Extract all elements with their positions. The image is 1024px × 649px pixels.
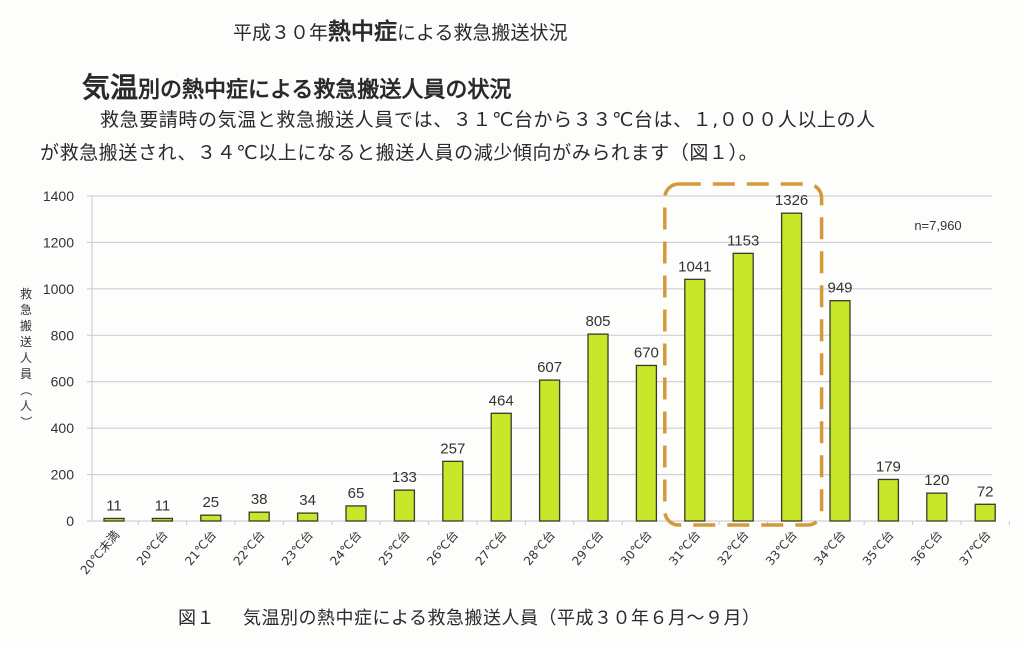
data-label: 65: [348, 485, 365, 502]
x-tick-label: 34℃台: [811, 527, 849, 568]
x-tick-label: 32℃台: [714, 527, 752, 568]
data-label: 133: [392, 469, 417, 486]
y-axis-label-char: 送: [20, 334, 32, 349]
y-tick-label: 1400: [43, 188, 74, 204]
y-axis-label-char: 搬: [20, 318, 32, 333]
y-axis-ticks: 0 200 400 600 800 1000 1200 1400: [43, 188, 74, 529]
y-tick-label: 800: [51, 327, 75, 343]
figure-number: 図１: [178, 608, 215, 629]
title-suffix: による救急搬送状況: [397, 22, 568, 44]
annotations: n=7,960: [663, 182, 962, 527]
data-label: 11: [155, 497, 171, 514]
bar-22℃台: [248, 511, 270, 522]
x-tick-label: 27℃台: [472, 527, 510, 568]
y-axis-label-char: 人: [20, 351, 32, 365]
x-tick-label: 28℃台: [520, 527, 558, 568]
bars: [103, 212, 996, 522]
caption-text: 気温別の熱中症による救急搬送人員（平成３０年６月～９月）: [243, 608, 761, 629]
y-axis-label-char: 人: [20, 399, 32, 413]
bar-29℃台: [587, 333, 609, 522]
x-tick-label: 20℃未満: [78, 528, 123, 577]
y-tick-label: 0: [66, 513, 74, 529]
y-axis-label-char: 急: [20, 302, 32, 317]
data-label: 805: [585, 313, 610, 330]
paragraph-line-1: 救急要請時の気温と救急搬送人員では、３１℃台から３３℃台は、１,０００人以上の人: [100, 109, 876, 131]
data-labels: 11 11 25 38 34 65 133 257 464 607 805 670 1041 1153 13…: [106, 192, 993, 514]
data-label: 72: [977, 483, 994, 500]
bar-23℃台: [296, 512, 319, 522]
y-tick-label: 1200: [43, 234, 74, 250]
data-label: 607: [537, 359, 562, 376]
data-label: 670: [634, 344, 659, 361]
x-tick-label: 36℃台: [907, 527, 945, 568]
bar-24℃台: [345, 505, 367, 522]
bar-30℃台: [635, 364, 658, 522]
x-tick-label: 21℃台: [181, 527, 219, 568]
x-tick-label: 26℃台: [423, 527, 461, 568]
figure-caption: 図１ 気温別の熱中症による救急搬送人員（平成３０年６月～９月）: [178, 604, 760, 630]
title-prefix: 平成３０年: [233, 22, 329, 44]
x-tick-label: 33℃台: [762, 527, 800, 568]
bar-25℃台: [393, 489, 416, 522]
y-axis-label-char: 救: [20, 286, 32, 301]
bar-32℃台: [732, 252, 754, 522]
data-label: 949: [827, 280, 852, 297]
y-tick-label: 200: [51, 467, 75, 483]
page-title: 平成３０年熱中症による救急搬送状況: [233, 12, 567, 46]
bar-20℃台: [151, 517, 174, 522]
x-tick-label: 30℃台: [617, 527, 655, 568]
section-heading: 気温別の熱中症による救急搬送人員の状況: [82, 66, 511, 106]
x-tick-label: 35℃台: [859, 527, 897, 568]
x-axis-ticks: 20℃未満 20℃台 21℃台 22℃台 23℃台 24℃台 25℃台 26℃台 27℃台 28℃…: [78, 521, 1010, 577]
y-axis-label-char: 員: [20, 367, 32, 381]
data-label: 25: [202, 494, 219, 511]
x-tick-label: 22℃台: [230, 527, 268, 568]
y-axis-label-char: ）: [19, 416, 33, 428]
y-axis-label-char: （: [19, 384, 33, 396]
bar-20℃未満: [103, 517, 125, 522]
data-label: 120: [924, 472, 949, 489]
x-tick-label: 24℃台: [327, 527, 365, 568]
data-label: 1153: [727, 232, 759, 249]
bar-34℃台: [829, 300, 851, 522]
bar-28℃台: [538, 379, 561, 522]
heading-emphasis: 気温: [82, 71, 139, 104]
x-tick-label: 31℃台: [665, 527, 703, 568]
highlight-dashed-box: [663, 182, 824, 527]
title-emphasis: 熱中症: [328, 19, 398, 45]
x-tick-label: 25℃台: [375, 527, 413, 568]
y-tick-label: 400: [51, 420, 75, 436]
data-label: 11: [106, 497, 122, 514]
sample-size-label: n=7,960: [914, 218, 961, 233]
bar-37℃台: [974, 503, 996, 522]
bar-27℃台: [490, 412, 512, 522]
bar-33℃台: [780, 212, 803, 522]
bar-21℃台: [200, 514, 222, 522]
x-tick-label: 23℃台: [278, 527, 316, 568]
data-label: 257: [440, 440, 465, 457]
data-label: 464: [489, 392, 514, 409]
heading-rest: 別の熱中症による救急搬送人員の状況: [138, 78, 512, 103]
y-axis-label: 救急搬送人員（人）: [19, 286, 33, 428]
paragraph-line-2: が救急搬送され、３４℃以上になると搬送人員の減少傾向がみられます（図１）。: [40, 142, 759, 164]
y-tick-label: 600: [51, 374, 75, 390]
bar-36℃台: [926, 492, 948, 522]
x-tick-label: 29℃台: [569, 527, 607, 568]
x-tick-label: 37℃台: [956, 527, 994, 568]
bar-26℃台: [442, 460, 464, 522]
data-label: 1041: [678, 258, 711, 275]
x-tick-label: 20℃台: [133, 527, 171, 568]
bar-35℃台: [877, 478, 900, 522]
data-label: 179: [876, 458, 901, 475]
description-paragraph: 救急要請時の気温と救急搬送人員では、３１℃台から３３℃台は、１,０００人以上の人…: [40, 104, 1000, 170]
data-label: 38: [251, 491, 268, 508]
y-tick-label: 1000: [43, 281, 74, 297]
bar-31℃台: [684, 278, 706, 522]
data-label: 1326: [775, 192, 808, 209]
data-label: 34: [299, 492, 316, 509]
